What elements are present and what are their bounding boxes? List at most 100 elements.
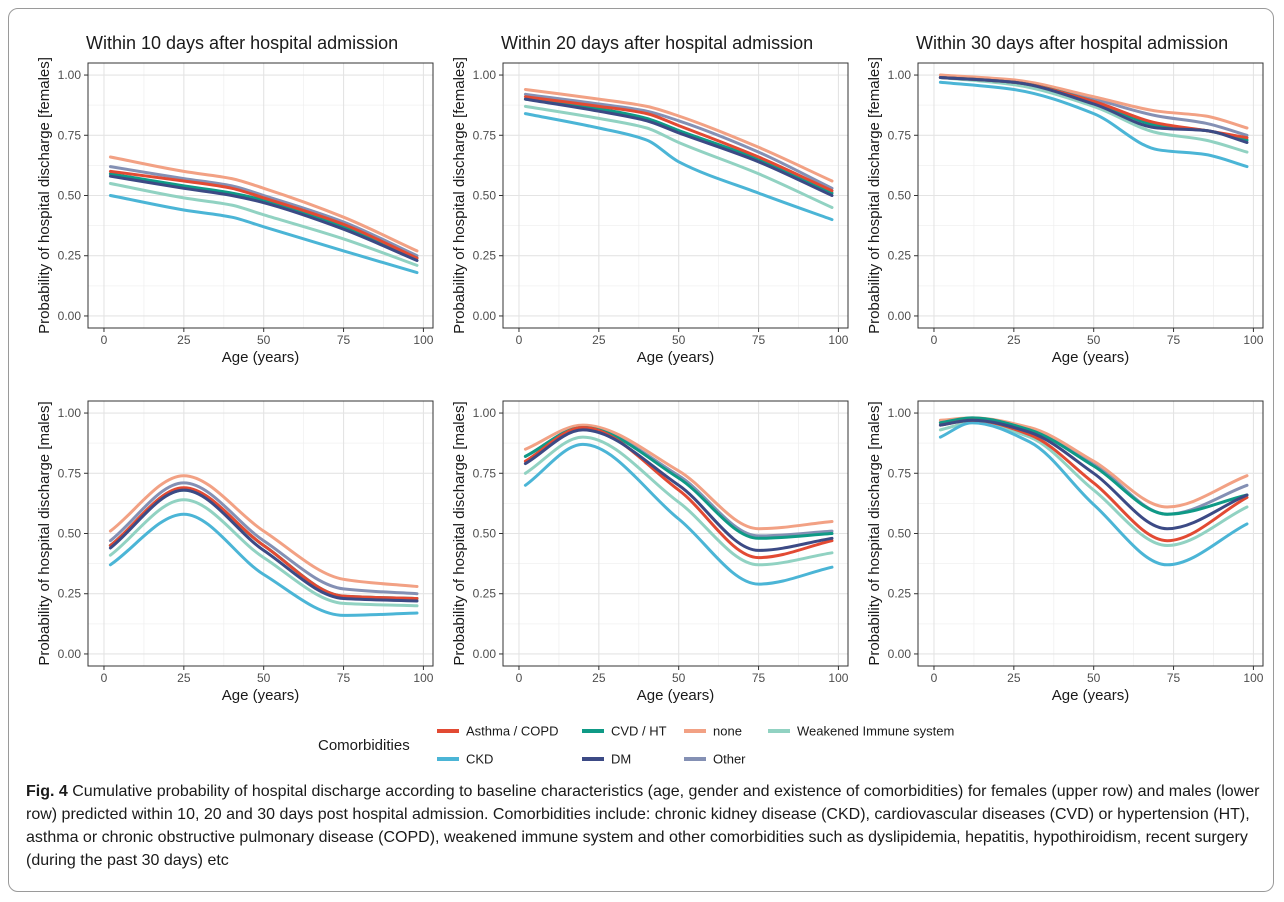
panel-2-series-weakened-immune-system — [523, 104, 834, 209]
panel-6-y-tick-label: 0.25 — [888, 587, 912, 601]
legend-label-asthma-copd: Asthma / COPD — [466, 724, 558, 739]
panel-3-title: Within 30 days after hospital admission — [916, 33, 1228, 53]
panel-1-x-tick-label: 0 — [101, 333, 108, 347]
panel-5-x-tick-label: 75 — [752, 671, 766, 685]
panel-6-x-axis-label: Age (years) — [1052, 687, 1130, 704]
panel-5-x-axis-label: Age (years) — [637, 687, 715, 704]
legend-label-other: Other — [713, 752, 746, 767]
legend-label-ckd: CKD — [466, 752, 493, 767]
panel-4-y-tick-label: 0.25 — [58, 587, 82, 601]
panel-6-y-tick-label: 0.75 — [888, 466, 912, 480]
panel-1-y-tick-label: 0.25 — [58, 249, 82, 263]
panel-6-y-tick-label: 1.00 — [888, 406, 912, 420]
panel-5-x-tick-label: 0 — [516, 671, 523, 685]
panel-2-y-tick-label: 0.25 — [473, 249, 497, 263]
panel-2-series-asthma-copd — [523, 95, 834, 193]
panel-5-y-tick-label: 0.25 — [473, 587, 497, 601]
panel-2-x-tick-label: 75 — [752, 333, 766, 347]
panel-2-y-tick-label: 0.00 — [473, 309, 497, 323]
panel-1-y-tick-label: 0.50 — [58, 189, 82, 203]
panel-1-series-asthma-copd — [108, 169, 419, 260]
panel-4-x-tick-label: 100 — [413, 671, 433, 685]
figure-plots: 0 25 50 75 100 0.00 0.25 0.50 0.75 1.00 Age (years… — [36, 33, 1264, 767]
legend-label-none: none — [713, 724, 742, 739]
panel-4-series-other — [108, 481, 419, 596]
panel-1-y-tick-label: 1.00 — [58, 68, 82, 82]
panel-5-series-none — [523, 423, 834, 531]
panel-2-x-tick-label: 100 — [828, 333, 848, 347]
panel-3-y-tick-label: 0.00 — [888, 309, 912, 323]
panel-1-y-tick-label: 0.75 — [58, 128, 82, 142]
panel-5-series-dm — [523, 428, 834, 552]
panel-1-y-tick-label: 0.00 — [58, 309, 82, 323]
panel-3-series-ckd — [938, 80, 1249, 169]
panel-6-x-tick-label: 100 — [1243, 671, 1263, 685]
panel-1-series-cvd-ht — [108, 172, 419, 260]
panel-6-x-tick-label: 25 — [1007, 671, 1021, 685]
panel-4-x-tick-label: 25 — [177, 671, 191, 685]
panel-1-x-tick-label: 75 — [337, 333, 351, 347]
figure-caption-text: Cumulative probability of hospital disch… — [26, 783, 1260, 869]
panel-4-y-tick-label: 1.00 — [58, 406, 82, 420]
panel-2-x-tick-label: 25 — [592, 333, 606, 347]
panel-4-y-tick-label: 0.50 — [58, 527, 82, 541]
panel-2-title: Within 20 days after hospital admission — [501, 33, 813, 53]
panel-3-series-dm — [938, 76, 1249, 144]
panel-6-series-dm — [938, 418, 1249, 531]
panel-2-x-axis-label: Age (years) — [637, 349, 715, 366]
panel-2-y-tick-label: 0.75 — [473, 128, 497, 142]
panel-3-series-weakened-immune-system — [938, 76, 1249, 154]
panel-3-series-none — [938, 73, 1249, 130]
panel-3-x-tick-label: 25 — [1007, 333, 1021, 347]
legend-label-cvd-ht: CVD / HT — [611, 724, 667, 739]
panel-2-y-tick-label: 0.50 — [473, 189, 497, 203]
panel-5-y-tick-label: 0.00 — [473, 647, 497, 661]
panel-6-x-tick-label: 75 — [1167, 671, 1181, 685]
panel-4-series-dm — [108, 488, 419, 603]
panel-5-y-tick-label: 1.00 — [473, 406, 497, 420]
panel-1-series-weakened-immune-system — [108, 182, 419, 267]
panel-3-x-tick-label: 50 — [1087, 333, 1101, 347]
panel-3-y-tick-label: 0.75 — [888, 128, 912, 142]
panel-2-x-tick-label: 50 — [672, 333, 686, 347]
panel-6-y-tick-label: 0.50 — [888, 527, 912, 541]
panel-3-x-tick-label: 100 — [1243, 333, 1263, 347]
figure-frame — [8, 8, 1274, 892]
panel-6-series-cvd-ht — [938, 416, 1249, 516]
panel-4-series-weakened-immune-system — [108, 498, 419, 608]
panel-3-y-tick-label: 0.25 — [888, 249, 912, 263]
panel-2-series-other — [523, 92, 834, 190]
panel-4-y-tick-label: 0.00 — [58, 647, 82, 661]
panel-2-x-tick-label: 0 — [516, 333, 523, 347]
panel-4-x-axis-label: Age (years) — [222, 687, 300, 704]
figure-label: Fig. 4 — [26, 783, 68, 800]
panel-4-x-tick-label: 50 — [257, 671, 271, 685]
panel-6-series-ckd — [938, 421, 1249, 567]
panel-2-y-tick-label: 1.00 — [473, 68, 497, 82]
panel-1-series-other — [108, 165, 419, 258]
panel-1-series-dm — [108, 174, 419, 262]
panel-1-x-tick-label: 100 — [413, 333, 433, 347]
panel-2-series-none — [523, 88, 834, 183]
panel-3-x-tick-label: 75 — [1167, 333, 1181, 347]
panel-4-series-none — [108, 474, 419, 588]
panel-3-y-tick-label: 0.50 — [888, 189, 912, 203]
panel-6-y-axis-label: Probability of hospital discharge [males… — [866, 401, 883, 665]
panel-1-y-axis-label: Probability of hospital discharge [femal… — [36, 57, 53, 334]
panel-6-x-tick-label: 0 — [931, 671, 938, 685]
panel-5-series-weakened-immune-system — [523, 435, 834, 567]
panel-3-y-axis-label: Probability of hospital discharge [femal… — [866, 57, 883, 334]
panel-5-x-tick-label: 100 — [828, 671, 848, 685]
panel-1-x-tick-label: 50 — [257, 333, 271, 347]
panel-6-x-tick-label: 50 — [1087, 671, 1101, 685]
legend-label-weakened-immune-system: Weakened Immune system — [797, 724, 954, 739]
panel-5-series-ckd — [523, 442, 834, 586]
panel-4-y-axis-label: Probability of hospital discharge [males… — [36, 401, 53, 665]
panel-5-x-tick-label: 50 — [672, 671, 686, 685]
panel-3-y-tick-label: 1.00 — [888, 68, 912, 82]
panel-3-x-axis-label: Age (years) — [1052, 349, 1130, 366]
panel-2-y-axis-label: Probability of hospital discharge [femal… — [451, 57, 468, 334]
panel-1-title: Within 10 days after hospital admission — [86, 33, 398, 53]
panel-5-series-asthma-copd — [523, 426, 834, 560]
panel-4-series-asthma-copd — [108, 486, 419, 600]
